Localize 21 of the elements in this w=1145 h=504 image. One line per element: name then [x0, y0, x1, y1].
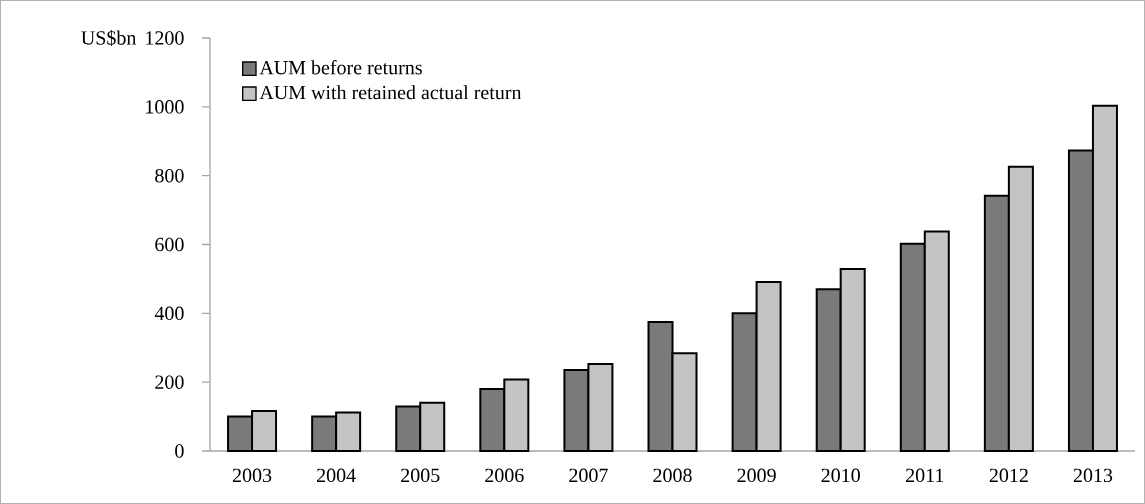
x-tick-label: 2012 [989, 468, 1028, 483]
x-tick-label: 2004 [317, 468, 356, 483]
x-tick-label: 2009 [737, 468, 776, 483]
x-tick-label: 2007 [569, 468, 608, 483]
x-tick-label: 2010 [821, 468, 860, 483]
y-tick-label: 1000 [146, 100, 184, 114]
y-tick-label: 600 [155, 237, 184, 252]
legend-label: AUM before returns [259, 60, 422, 75]
y-axis-title: US$bn [81, 30, 137, 47]
y-tick-label: 200 [155, 375, 184, 389]
y-tick-label: 800 [155, 168, 184, 183]
x-tick-label: 2003 [232, 468, 272, 483]
x-tick-label: 2005 [401, 468, 440, 483]
y-tick-label: 0 [175, 444, 184, 458]
x-tick-label: 2006 [485, 468, 524, 483]
x-tick-label: 2013 [1073, 468, 1113, 483]
x-tick-label: 2011 [906, 468, 944, 483]
y-tick-label: 400 [154, 306, 184, 321]
legend-label: AUM with retained actual return [259, 85, 522, 100]
x-tick-label: 2008 [653, 468, 692, 483]
y-tick-label: 1200 [146, 31, 184, 45]
